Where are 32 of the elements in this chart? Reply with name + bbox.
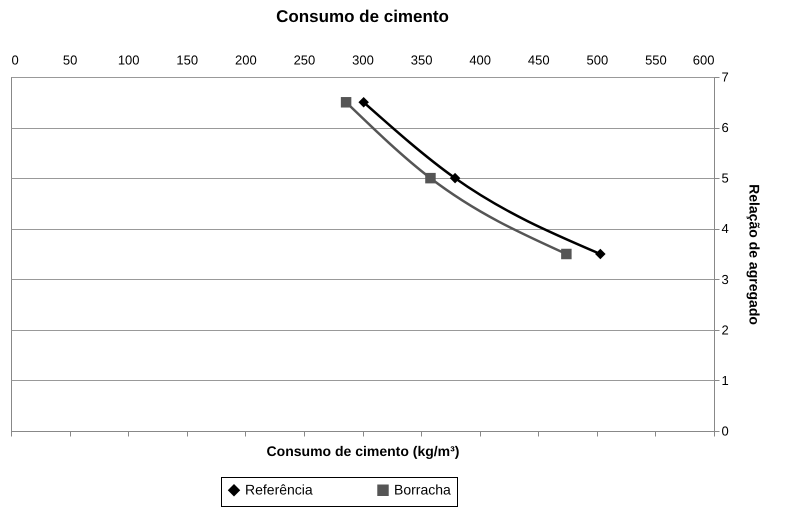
legend-label: Referência <box>245 481 313 498</box>
y-axis-title: Relação de agregado <box>746 184 763 325</box>
x-tick-label: 400 <box>469 52 492 68</box>
x-axis-title: Consumo de cimento (kg/m³) <box>266 443 460 459</box>
x-tick-label: 100 <box>118 52 140 68</box>
x-tick-label: 350 <box>410 52 432 68</box>
x-tick-label: 250 <box>294 52 316 68</box>
x-tick-label: 550 <box>645 52 667 68</box>
x-tick-label: 50 <box>62 52 78 68</box>
point <box>425 172 436 184</box>
x-tick-label: 600 <box>692 52 714 68</box>
y-tick-label: 4 <box>722 221 729 236</box>
y-tick-label: 7 <box>722 70 729 84</box>
x-tick-label: 450 <box>528 52 550 68</box>
y-tick-label: 5 <box>722 170 729 186</box>
point <box>595 248 606 260</box>
point <box>450 172 460 184</box>
y-tick-label: 3 <box>722 272 729 287</box>
x-tick-label: 150 <box>176 52 198 68</box>
legend-label: Borracha <box>394 481 452 498</box>
x-tick-label: 300 <box>352 52 374 68</box>
point <box>340 97 352 108</box>
chart-title: Consumo de cimento <box>276 7 449 26</box>
x-tick-label: 500 <box>586 52 608 68</box>
y-tick-label: 0 <box>722 424 729 438</box>
x-tick-label: 200 <box>234 52 257 68</box>
y-tick-label: 6 <box>722 120 729 136</box>
y-tick-label: 2 <box>722 322 729 338</box>
x-tick-label: 0 <box>12 52 19 68</box>
point <box>561 248 572 260</box>
point <box>358 97 369 108</box>
y-tick-label: 1 <box>722 372 729 388</box>
